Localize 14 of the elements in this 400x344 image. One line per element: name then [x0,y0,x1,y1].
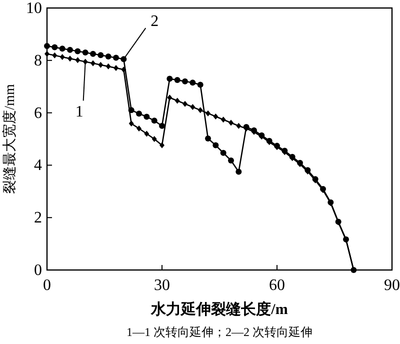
text: 1—1 次转向延伸；2—2 次转向延伸 [126,325,312,339]
text: 2 [150,13,159,30]
y-axis-title: 裂缝最大宽度/mm [2,84,18,194]
y-tick-label: 0 [34,262,42,279]
x-tick-label: 30 [154,277,170,294]
y-tick-label: 8 [34,52,42,70]
x-tick-label: 90 [384,277,400,294]
y-tick-label: 4 [34,157,42,174]
y-tick-label: 2 [34,210,42,227]
y-tick-label: 6 [34,104,42,122]
x-axis-title: 水力延伸裂缝长度/m [150,300,288,318]
text: 1 [75,104,84,121]
y-tick-label: 10 [26,0,42,17]
x-tick-label: 60 [269,277,285,294]
